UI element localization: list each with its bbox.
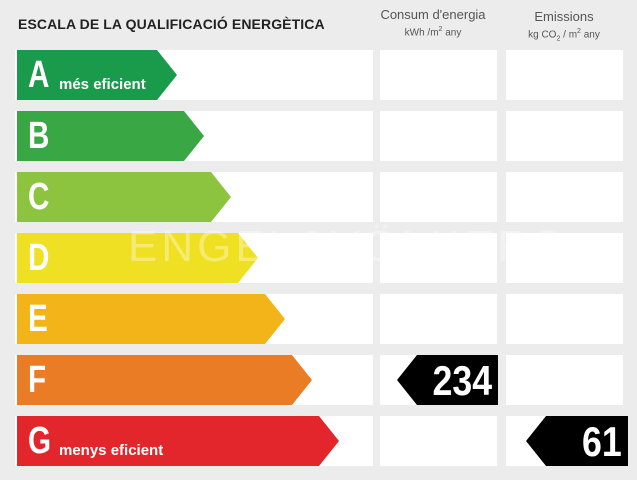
emissions-cell-e bbox=[506, 294, 623, 344]
rating-arrow-f: F bbox=[17, 355, 312, 405]
rating-arrow-c: C bbox=[17, 172, 231, 222]
emissions-cell-a bbox=[506, 50, 623, 100]
emissions-cell-b bbox=[506, 111, 623, 161]
consumption-cell-b bbox=[380, 111, 497, 161]
rating-letter: F bbox=[28, 359, 47, 401]
emissions-indicator: 61 bbox=[526, 416, 628, 466]
consumption-cell-d bbox=[380, 233, 497, 283]
rating-letter: B bbox=[28, 115, 50, 157]
consumption-cell-e bbox=[380, 294, 497, 344]
rating-arrow-d: D bbox=[17, 233, 258, 283]
consumption-column-header: Consum d'energia kWh /m2 any bbox=[376, 7, 490, 38]
rating-letter: D bbox=[28, 237, 50, 279]
rating-arrow-e: E bbox=[17, 294, 285, 344]
rating-letter: A bbox=[28, 54, 50, 96]
rating-description: menys eficient bbox=[59, 442, 164, 459]
consumption-indicator-value: 234 bbox=[432, 357, 492, 404]
emissions-unit: kg CO2 / m2 any bbox=[528, 28, 600, 43]
emissions-cell-c bbox=[506, 172, 623, 222]
emissions-cell-f bbox=[506, 355, 623, 405]
rating-arrow-b: B bbox=[17, 111, 204, 161]
page-title: ESCALA DE LA QUALIFICACIÓ ENERGÈTICA bbox=[18, 16, 325, 32]
emissions-indicator-value: 61 bbox=[582, 418, 622, 465]
consumption-cell-a bbox=[380, 50, 497, 100]
consumption-label: Consum d'energia bbox=[380, 7, 486, 22]
consumption-cell-c bbox=[380, 172, 497, 222]
consumption-indicator: 234 bbox=[397, 355, 498, 405]
emissions-column-header: Emissions kg CO2 / m2 any bbox=[506, 9, 622, 42]
rating-letter: C bbox=[28, 176, 50, 218]
watermark: ENGEL&VÖLKERS bbox=[128, 222, 567, 271]
rating-description: més eficient bbox=[59, 76, 146, 93]
consumption-cell-g bbox=[380, 416, 497, 466]
consumption-unit: kWh /m2 any bbox=[404, 26, 462, 39]
emissions-cell-d bbox=[506, 233, 623, 283]
emissions-label: Emissions bbox=[534, 9, 594, 24]
rating-letter: E bbox=[28, 298, 48, 340]
rating-letter: G bbox=[28, 420, 52, 462]
